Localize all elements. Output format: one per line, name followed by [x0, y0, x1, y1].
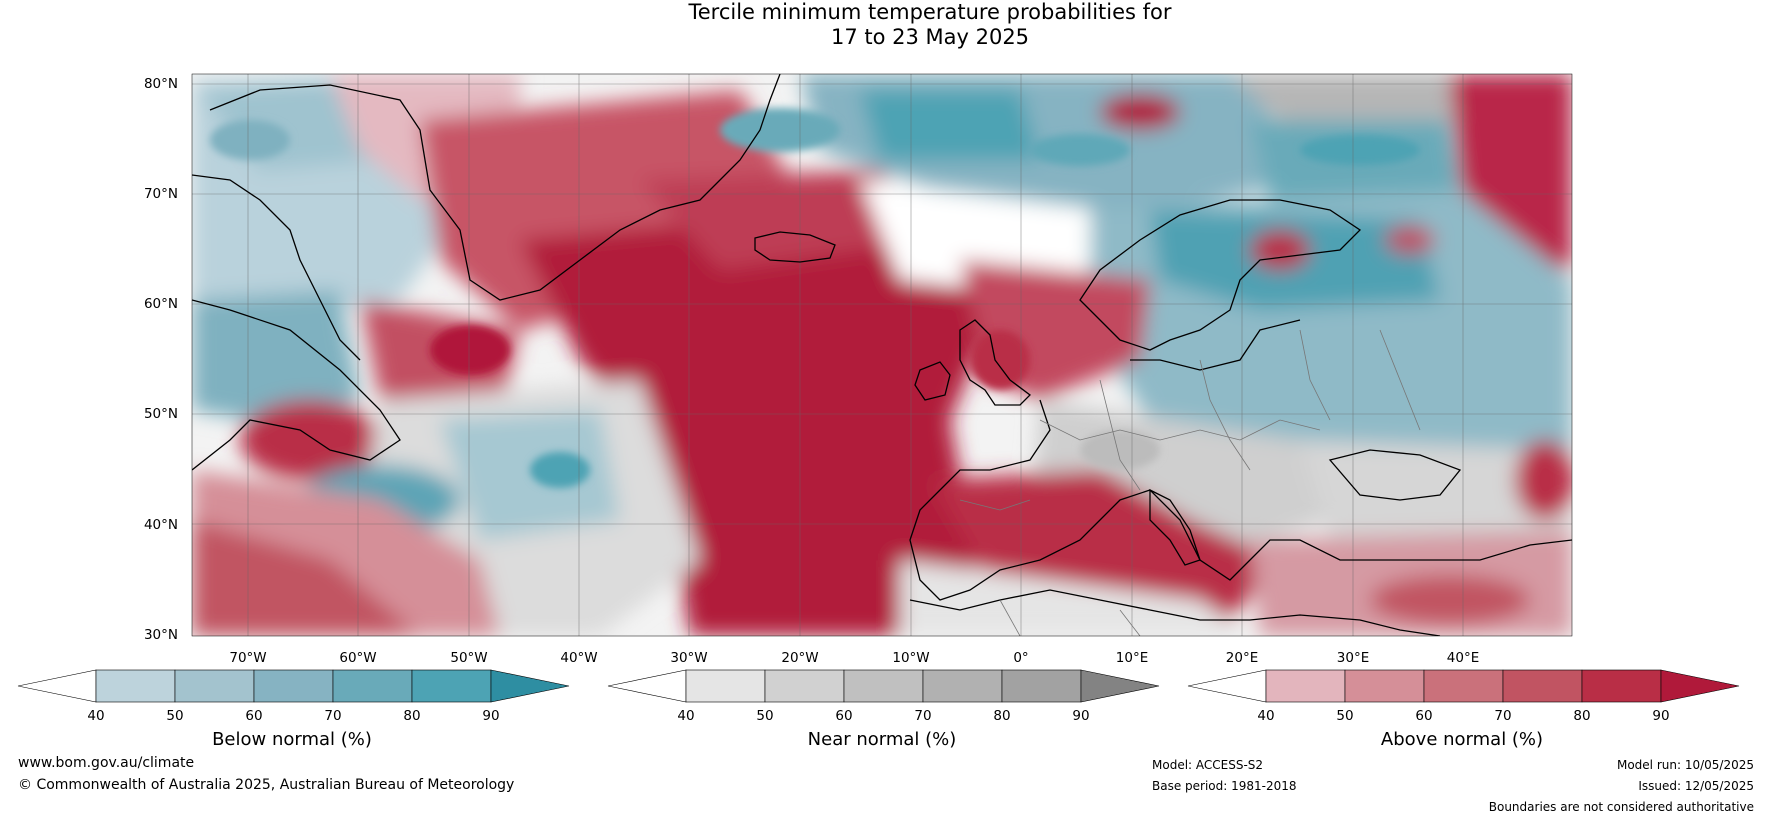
lon-label-10e: 10°E	[1116, 650, 1148, 666]
lat-label-40n: 40°N	[144, 517, 178, 533]
probability-detail	[210, 108, 1420, 488]
labrador-coast	[192, 299, 401, 471]
colorbar-tick-label: 50	[166, 708, 183, 724]
colorbar-extend-low	[17, 669, 97, 703]
ireland-coast	[914, 361, 951, 401]
colorbar-segment	[1581, 669, 1662, 703]
lon-label-30e: 30°E	[1337, 650, 1369, 666]
lon-label-40e: 40°E	[1447, 650, 1479, 666]
longitude-labels: 70°W 60°W 50°W 40°W 30°W 20°W 10°W 0° 10…	[229, 650, 1479, 666]
colorbar-tick-label: 90	[1652, 708, 1669, 724]
colorbar-tick-label: 50	[756, 708, 773, 724]
footer-run-info: Model run: 10/05/2025 Issued: 12/05/2025…	[1489, 755, 1754, 818]
lon-label-10w: 10°W	[892, 650, 929, 666]
colorbar-tick-label: 60	[835, 708, 852, 724]
map-area	[192, 74, 1572, 636]
colorbar-segment	[1265, 669, 1346, 703]
europe-coast	[909, 399, 1572, 601]
colorbar-segment	[685, 669, 766, 703]
colorbar-segment	[95, 669, 176, 703]
footer-left: www.bom.gov.au/climate © Commonwealth of…	[18, 752, 514, 796]
colorbar-tick-label: 60	[1415, 708, 1432, 724]
colorbar-segment	[253, 669, 334, 703]
lat-label-50n: 50°N	[144, 406, 178, 422]
greenland-coast	[209, 74, 781, 301]
colorbar-extend-low	[1187, 669, 1267, 703]
footer-model-info: Model: ACCESS-S2 Base period: 1981-2018	[1152, 755, 1297, 797]
title-line-2: 17 to 23 May 2025	[830, 25, 1030, 49]
scandinavia-coast	[1079, 199, 1362, 351]
map-frame	[191, 73, 1573, 637]
colorbar-tick-label: 40	[1257, 708, 1274, 724]
graticule	[192, 74, 1572, 636]
colorbar-segment	[922, 669, 1003, 703]
probability-field	[192, 74, 1572, 636]
lon-label-30w: 30°W	[670, 650, 707, 666]
colorbar-segment	[1001, 669, 1082, 703]
lon-label-60w: 60°W	[339, 650, 376, 666]
colorbar-below-label: Below normal (%)	[212, 729, 372, 750]
lon-label-20w: 20°W	[781, 650, 818, 666]
lat-label-70n: 70°N	[144, 186, 178, 202]
colorbar-near-label: Near normal (%)	[808, 729, 957, 750]
footer-disclaimer: Boundaries are not considered authoritat…	[1488, 800, 1754, 814]
baffin-coast	[192, 174, 361, 361]
footer-model: Model: ACCESS-S2	[1152, 758, 1264, 772]
colorbar-segment	[1423, 669, 1504, 703]
lon-label-50w: 50°W	[450, 650, 487, 666]
colorbar-tick-label: 70	[1494, 708, 1511, 724]
colorbar-tick-label: 80	[1573, 708, 1590, 724]
footer-base-period: Base period: 1981-2018	[1152, 779, 1297, 793]
iceland-coast	[754, 231, 836, 263]
lon-label-20e: 20°E	[1226, 650, 1258, 666]
colorbar-below: 40 50 60 70 80 90 Below normal (%)	[17, 669, 570, 750]
italy-coast	[1149, 488, 1201, 566]
colorbar-segment	[843, 669, 924, 703]
lon-label-0: 0°	[1013, 650, 1028, 666]
colorbar-tick-label: 40	[87, 708, 104, 724]
footer-copyright: © Commonwealth of Australia 2025, Austra…	[18, 777, 515, 793]
colorbar-tick-label: 90	[482, 708, 499, 724]
latitude-labels: 80°N 70°N 60°N 50°N 40°N 30°N	[144, 76, 178, 643]
lat-label-80n: 80°N	[144, 76, 178, 92]
colorbar-segment	[411, 669, 492, 703]
lat-label-60n: 60°N	[144, 296, 178, 312]
colorbar-tick-label: 80	[403, 708, 420, 724]
colorbar-segment	[332, 669, 413, 703]
britain-coast	[959, 319, 1031, 406]
title-line-1: Tercile minimum temperature probabilitie…	[688, 0, 1172, 24]
lat-label-30n: 30°N	[144, 627, 178, 643]
colorbar-extend-low	[607, 669, 687, 703]
colorbar-tick-label: 90	[1072, 708, 1089, 724]
colorbar-tick-label: 60	[245, 708, 262, 724]
baltic-coast	[1130, 319, 1301, 371]
colorbar-above-label: Above normal (%)	[1381, 729, 1543, 750]
colorbar-tick-label: 70	[324, 708, 341, 724]
footer-issued: Issued: 12/05/2025	[1638, 779, 1754, 793]
north-africa-coast	[909, 589, 1441, 636]
colorbar-extend-high	[1660, 669, 1740, 703]
colorbar-segment	[1502, 669, 1583, 703]
colorbar-extend-high	[1080, 669, 1160, 703]
black-sea-coast	[1328, 449, 1462, 501]
colorbar-tick-label: 40	[677, 708, 694, 724]
colorbar-near: 40 50 60 70 80 90 Near normal (%)	[607, 669, 1160, 750]
colorbar-segment	[764, 669, 845, 703]
colorbar-tick-label: 50	[1336, 708, 1353, 724]
colorbar-segment	[174, 669, 255, 703]
footer-model-run: Model run: 10/05/2025	[1616, 758, 1754, 772]
lon-label-40w: 40°W	[560, 650, 597, 666]
borders	[959, 329, 1421, 636]
chart-title: Tercile minimum temperature probabilitie…	[0, 0, 1770, 50]
colorbar-tick-label: 70	[914, 708, 931, 724]
footer-website: www.bom.gov.au/climate	[18, 755, 195, 771]
coastlines	[192, 74, 1572, 636]
lon-label-70w: 70°W	[229, 650, 266, 666]
colorbar-tick-label: 80	[993, 708, 1010, 724]
colorbar-above: 40 50 60 70 80 90 Above normal (%)	[1187, 669, 1740, 750]
colorbar-extend-high	[490, 669, 570, 703]
colorbar-segment	[1344, 669, 1425, 703]
